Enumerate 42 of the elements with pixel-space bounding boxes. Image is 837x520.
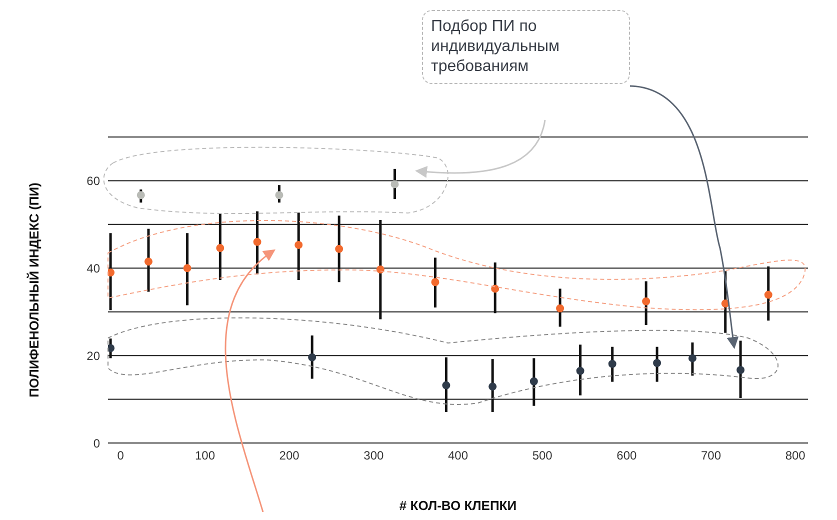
point [608,360,616,368]
point [108,268,115,277]
x-axis-title: # КОЛ-ВО КЛЕПКИ [399,498,517,513]
point [144,258,152,266]
point [491,284,500,293]
point [294,240,303,249]
point [442,381,450,390]
point [556,304,564,312]
point [136,191,145,200]
x-tick-label: 400 [448,448,468,463]
text: Подбор ПИ по индивидуальным требованиям [422,10,630,84]
point [335,244,344,253]
point [275,191,284,200]
y-tick-label: 60 [86,174,100,188]
point [530,377,538,386]
point [736,366,745,374]
point [216,244,224,252]
point [764,290,772,299]
point [488,382,497,391]
point [183,264,192,272]
y-tick-label: 20 [86,348,100,363]
x-tick-label: 600 [616,448,638,463]
point [390,180,399,188]
x-tick-label: 500 [532,448,553,463]
point [108,344,115,352]
x-tick-label: 700 [700,448,722,463]
point [253,238,262,246]
x-tick-label: 200 [279,448,300,463]
point [308,353,316,362]
y-tick-label: 0 [93,436,100,450]
point [376,265,384,274]
x-tick-label: 0 [117,448,124,463]
y-tick-label: 40 [86,261,100,276]
point [431,278,440,286]
point [688,354,696,362]
point [653,359,662,368]
point [576,366,584,375]
point [642,297,650,306]
y-axis-title: ПОЛИФЕНОЛЬНЫЙ ИНДЕКС (ПИ) [26,182,42,398]
x-tick-label: 300 [364,448,384,463]
x-tick-label: 100 [194,448,216,463]
x-tick-label: 800 [785,448,806,463]
